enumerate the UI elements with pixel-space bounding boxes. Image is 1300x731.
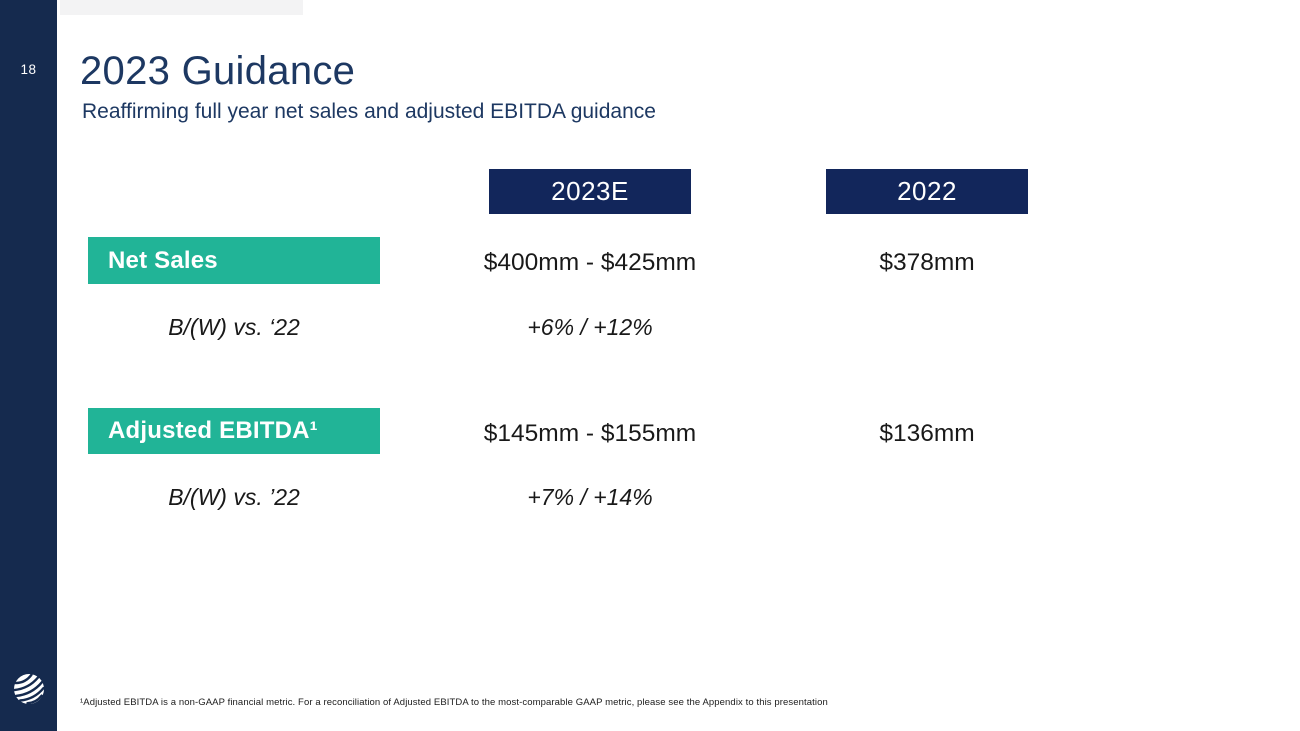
net-sales-bw-label: B/(W) vs. ‘22 [168, 314, 300, 340]
page-title: 2023 Guidance [80, 49, 356, 93]
footnote: ¹Adjusted EBITDA is a non-GAAP financial… [80, 697, 828, 708]
row-label-net-sales: Net Sales [88, 237, 380, 284]
row-label-adjusted-ebitda: Adjusted EBITDA¹ [88, 408, 380, 454]
net-sales-2022-value: $378mm [879, 249, 975, 276]
column-header-2023e: 2023E [489, 169, 691, 214]
page-number: 18 [20, 62, 37, 77]
column-header-2022: 2022 [826, 169, 1028, 214]
net-sales-bw-value: +6% / +12% [527, 314, 653, 340]
ebitda-bw-label: B/(W) vs. ’22 [168, 484, 300, 510]
page-subtitle: Reaffirming full year net sales and adju… [82, 100, 656, 123]
swirl-globe-logo-icon [12, 672, 46, 706]
ebitda-bw-value: +7% / +14% [527, 484, 653, 510]
slide-sidebar: 18 [0, 0, 57, 731]
ebitda-2022-value: $136mm [879, 420, 975, 447]
top-accent-strip [60, 0, 303, 15]
net-sales-2023e-value: $400mm - $425mm [483, 249, 697, 276]
ebitda-2023e-value: $145mm - $155mm [483, 420, 697, 447]
